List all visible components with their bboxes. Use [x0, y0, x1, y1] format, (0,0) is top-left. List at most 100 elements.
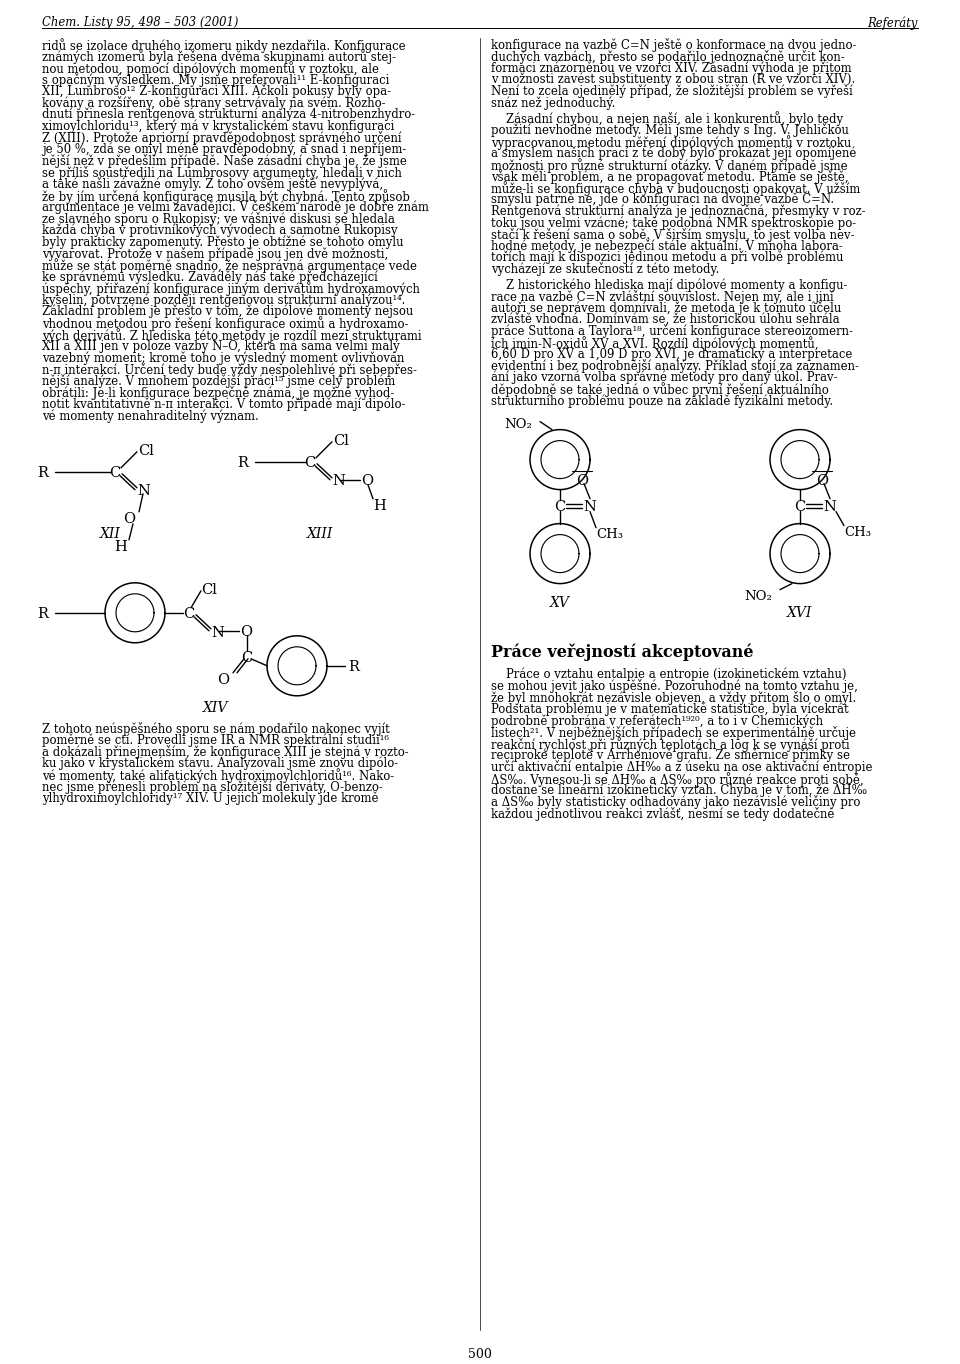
- Text: N: N: [332, 473, 345, 488]
- Text: vycházejí ze skutečností z této metody.: vycházejí ze skutečností z této metody.: [491, 262, 719, 277]
- Text: ání jako vzorná volba správné metody pro daný úkol. Prav-: ání jako vzorná volba správné metody pro…: [491, 371, 837, 385]
- Text: H: H: [373, 499, 386, 513]
- Text: vypracovanou metodu měření dipólových momentů v roztoku: vypracovanou metodu měření dipólových mo…: [491, 135, 852, 150]
- Text: CH₃: CH₃: [596, 528, 623, 540]
- Text: ridů se izolace druhého izomeru nikdy nezdařila. Konfigurace: ridů se izolace druhého izomeru nikdy ne…: [42, 38, 406, 53]
- Text: známých izomerů byla řešena dvěma skupinami autorů stej-: známých izomerů byla řešena dvěma skupin…: [42, 49, 396, 64]
- Text: kyselin, potvrzené později rentgenovou strukturní analýzou¹⁴.: kyselin, potvrzené později rentgenovou s…: [42, 293, 405, 307]
- Text: vhodnou metodou pro řešení konfigurace oximů a hydroxamo-: vhodnou metodou pro řešení konfigurace o…: [42, 316, 408, 331]
- Text: Práce veřejností akceptované: Práce veřejností akceptované: [491, 644, 754, 662]
- Text: XIV: XIV: [204, 701, 228, 715]
- Text: smyslu patrně ne, jde o konfiguraci na dvojné vazbě C=N.: smyslu patrně ne, jde o konfiguraci na d…: [491, 192, 834, 206]
- Text: a ΔS‰ byly statisticky odhadovány jako nezávislé veličiny pro: a ΔS‰ byly statisticky odhadovány jako n…: [491, 795, 860, 809]
- Text: listech²¹. V nejběžnějších případech se experimentálně určuje: listech²¹. V nejběžnějších případech se …: [491, 726, 856, 739]
- Text: Z historického hlediska mají dipólové momenty a konfigu-: Z historického hlediska mají dipólové mo…: [491, 278, 848, 292]
- Text: ích imin-N-oxidů XV a XVI. Rozdíl dipólových momentů,: ích imin-N-oxidů XV a XVI. Rozdíl dipólo…: [491, 336, 819, 351]
- Text: Základní problém je přesto v tom, že dipólové momenty nejsou: Základní problém je přesto v tom, že dip…: [42, 304, 413, 318]
- Text: úspěchy, přiřazení konfigurace jiným derivátům hydroxamových: úspěchy, přiřazení konfigurace jiným der…: [42, 281, 420, 296]
- Text: poměrně se ctí. Provedli jsme IR a NMR spektrální studii¹⁶: poměrně se ctí. Provedli jsme IR a NMR s…: [42, 734, 389, 747]
- Text: 500: 500: [468, 1348, 492, 1361]
- Text: H: H: [114, 540, 127, 554]
- Text: snáz než jednoduchý.: snáz než jednoduchý.: [491, 95, 615, 109]
- Text: nější analýze. V mnohem pozdější práci¹⁵ jsme celý problém: nější analýze. V mnohem pozdější práci¹⁵…: [42, 374, 396, 389]
- Text: CH₃: CH₃: [844, 525, 871, 539]
- Text: XVI: XVI: [787, 606, 813, 619]
- Text: C: C: [109, 465, 121, 480]
- Text: s opačným výsledkem. My jsme preferovali¹¹ E-konfiguraci: s opačným výsledkem. My jsme preferovali…: [42, 72, 390, 87]
- Text: C: C: [183, 607, 195, 621]
- Text: v možnosti zavést substituenty z obou stran (R ve vzorci XIV).: v možnosti zavést substituenty z obou st…: [491, 72, 855, 86]
- Text: notit kvantitativně n-π interakci. V tomto případě mají dipólo-: notit kvantitativně n-π interakci. V tom…: [42, 397, 405, 411]
- Text: XII a XIII jen v poloze vazby N–O, která má sama velmi malý: XII a XIII jen v poloze vazby N–O, která…: [42, 340, 399, 353]
- Text: N: N: [823, 499, 836, 514]
- Text: určí aktivační entalpie ΔH‰ a z úseku na ose aktivační entropie: určí aktivační entalpie ΔH‰ a z úseku na…: [491, 760, 873, 775]
- Text: O: O: [123, 512, 135, 525]
- Text: vyvarovat. Protože v našem případě jsou jen dvě možnosti,: vyvarovat. Protože v našem případě jsou …: [42, 247, 388, 261]
- Text: C: C: [241, 651, 252, 664]
- Text: děpodobně se také jedná o vůbec první řešení aktuálního: děpodobně se také jedná o vůbec první ře…: [491, 382, 828, 397]
- Text: konfigurace na vazbě C=N ještě o konformace na dvou jedno-: konfigurace na vazbě C=N ještě o konform…: [491, 38, 856, 52]
- Text: hodné metody, je nebezpečí stále aktuální. V mnoha labora-: hodné metody, je nebezpečí stále aktuáln…: [491, 239, 843, 254]
- Text: každá chyba v protivníkových vývodech a samotné Rukopisy: každá chyba v protivníkových vývodech a …: [42, 224, 397, 237]
- Text: ximoylchloridu¹³, který má v krystalickém stavu konfiguraci: ximoylchloridu¹³, který má v krystalické…: [42, 119, 395, 132]
- Text: že byl mnohokrát nezávisle objeven, a vždy přitom šlo o omyl.: že byl mnohokrát nezávisle objeven, a vž…: [491, 690, 856, 705]
- Text: O: O: [576, 473, 588, 487]
- Text: Cl: Cl: [138, 443, 154, 458]
- Text: stačí k řešení sama o sobě. V širším smyslu, to jest volba nev-: stačí k řešení sama o sobě. V širším smy…: [491, 228, 854, 241]
- Text: O: O: [361, 473, 373, 488]
- Text: N: N: [137, 484, 150, 498]
- Text: Podstata problému je v matematické statistice, byla vícekrát: Podstata problému je v matematické stati…: [491, 702, 849, 716]
- Text: dnutí přinesla rentgenová strukturní analýza 4-nitrobenzhydro-: dnutí přinesla rentgenová strukturní ana…: [42, 108, 415, 121]
- Text: Z (XIII). Protože apriorní pravděpodobnost správného určení: Z (XIII). Protože apriorní pravděpodobno…: [42, 131, 401, 145]
- Text: může se stát poměrně snadno, že nesprávná argumentace vede: může se stát poměrně snadno, že nesprávn…: [42, 258, 417, 273]
- Text: ylhydroximoylchloridy¹⁷ XIV. U jejich molekuly jde kromě: ylhydroximoylchloridy¹⁷ XIV. U jejich mo…: [42, 791, 378, 805]
- Text: Práce o vztahu entalpie a entropie (izokinetickém vztahu): Práce o vztahu entalpie a entropie (izok…: [491, 667, 847, 681]
- Text: O: O: [816, 473, 828, 487]
- Text: nější než v předešlím případě. Naše zásadní chyba je, že jsme: nější než v předešlím případě. Naše zása…: [42, 154, 407, 168]
- Text: XV: XV: [550, 596, 570, 610]
- Text: n-π interakcí. Určení tedy bude vždy nespolehlivé při sebepřes-: n-π interakcí. Určení tedy bude vždy nes…: [42, 363, 417, 376]
- Text: a smyslem našich prací z té doby bylo prokázat její opomíjené: a smyslem našich prací z té doby bylo pr…: [491, 146, 856, 161]
- Text: Referáty: Referáty: [868, 16, 918, 30]
- Text: ΔS‰. Vynesou-li se ΔH‰ a ΔS‰ pro různé reakce proti sobě,: ΔS‰. Vynesou-li se ΔH‰ a ΔS‰ pro různé r…: [491, 772, 864, 787]
- Text: Rentgenová strukturní analýza je jednoznačná, přesmyky v roz-: Rentgenová strukturní analýza je jednozn…: [491, 205, 866, 218]
- Text: Cl: Cl: [333, 434, 348, 447]
- Text: použití nevhodné metody. Měli jsme tehdy s Ing. V. Jehličkou: použití nevhodné metody. Měli jsme tehdy…: [491, 123, 849, 138]
- Text: vazebný moment; kromě toho je výsledný moment ovlivňován: vazebný moment; kromě toho je výsledný m…: [42, 351, 404, 364]
- Text: že by jím určená konfigurace musila být chybná. Tento způsob: že by jím určená konfigurace musila být …: [42, 188, 410, 203]
- Text: práce Suttona a Taylora¹⁸, určení konfigurace stereoizomern-: práce Suttona a Taylora¹⁸, určení konfig…: [491, 325, 852, 338]
- Text: autoři se neprávem domnívali, že metoda je k tomuto účelu: autoři se neprávem domnívali, že metoda …: [491, 301, 841, 315]
- Text: reakční rychlost při různých teplotách a log k se vynáší proti: reakční rychlost při různých teplotách a…: [491, 737, 850, 752]
- Text: vých derivátů. Z hlediska této metody je rozdíl mezi strukturami: vých derivátů. Z hlediska této metody je…: [42, 327, 421, 342]
- Text: toku jsou velmi vzácné; také podobná NMR spektroskopie po-: toku jsou velmi vzácné; také podobná NMR…: [491, 216, 856, 229]
- Text: nou metodou, pomocí dipólových momentů v roztoku, ale: nou metodou, pomocí dipólových momentů v…: [42, 61, 379, 76]
- Text: ku jako v krystalickém stavu. Analyzovali jsme znovu dipólo-: ku jako v krystalickém stavu. Analyzoval…: [42, 757, 398, 771]
- Text: ze slavného sporu o Rukopisy; ve vášnivé diskusi se hledala: ze slavného sporu o Rukopisy; ve vášnivé…: [42, 211, 395, 226]
- Text: Z tohoto neúspěšného sporu se nám podařilo nakonec vyjít: Z tohoto neúspěšného sporu se nám podaři…: [42, 722, 390, 735]
- Text: R: R: [37, 607, 48, 621]
- Text: evidentní i bez podrobnější analýzy. Příklad stojí za zaznamen-: evidentní i bez podrobnější analýzy. Pří…: [491, 359, 859, 374]
- Text: obrátili: Je-li konfigurace bezpečně známa, je možné vyhod-: obrátili: Je-li konfigurace bezpečně zná…: [42, 386, 395, 400]
- Text: race na vazbě C=N zvláštní souvislost. Nejen my, ale i jiní: race na vazbě C=N zvláštní souvislost. N…: [491, 289, 833, 304]
- Text: XIII: XIII: [307, 527, 333, 540]
- Text: duchých vazbách, přesto se podařilo jednoznačně určit kon-: duchých vazbách, přesto se podařilo jedn…: [491, 49, 845, 64]
- Text: a také našli závažné omyly. Z toho ovšem ještě nevyplývá,: a také našli závažné omyly. Z toho ovšem…: [42, 177, 383, 191]
- Text: R: R: [37, 465, 48, 480]
- Text: N: N: [211, 626, 224, 640]
- Text: může-li se konfigurace chyba v budoucnosti opakovat. V užším: může-li se konfigurace chyba v budoucnos…: [491, 181, 860, 196]
- Text: Chem. Listy 95, 498 – 503 (2001): Chem. Listy 95, 498 – 503 (2001): [42, 16, 238, 29]
- Text: nec jsme přenesli problém na složitější deriváty, O-benzo-: nec jsme přenesli problém na složitější …: [42, 780, 383, 794]
- Text: C: C: [304, 456, 316, 469]
- Text: Cl: Cl: [201, 582, 217, 597]
- Text: každou jednotlivou reakci zvlášť, nesmí se tedy dodatečné: každou jednotlivou reakci zvlášť, nesmí …: [491, 806, 834, 821]
- Text: vé momenty nenahraditelný význam.: vé momenty nenahraditelný význam.: [42, 409, 259, 423]
- Text: se příliš soustředili na Lumbrosovy argumenty, hledali v nich: se příliš soustředili na Lumbrosovy argu…: [42, 165, 402, 180]
- Text: NO₂: NO₂: [744, 589, 772, 603]
- Text: R: R: [237, 456, 248, 469]
- Text: dostane se lineární izokinetický vztah. Chyba je v tom, že ΔH‰: dostane se lineární izokinetický vztah. …: [491, 783, 867, 797]
- Text: C: C: [554, 499, 565, 514]
- Text: podrobně probrána v referátech¹⁹²⁰, a to i v Chemických: podrobně probrána v referátech¹⁹²⁰, a to…: [491, 713, 823, 727]
- Text: O: O: [217, 672, 229, 687]
- Text: strukturního problému pouze na základě fyzikální metody.: strukturního problému pouze na základě f…: [491, 394, 833, 408]
- Text: byly prakticky zapomenuty. Přesto je obtížné se tohoto omylu: byly prakticky zapomenuty. Přesto je obt…: [42, 235, 403, 248]
